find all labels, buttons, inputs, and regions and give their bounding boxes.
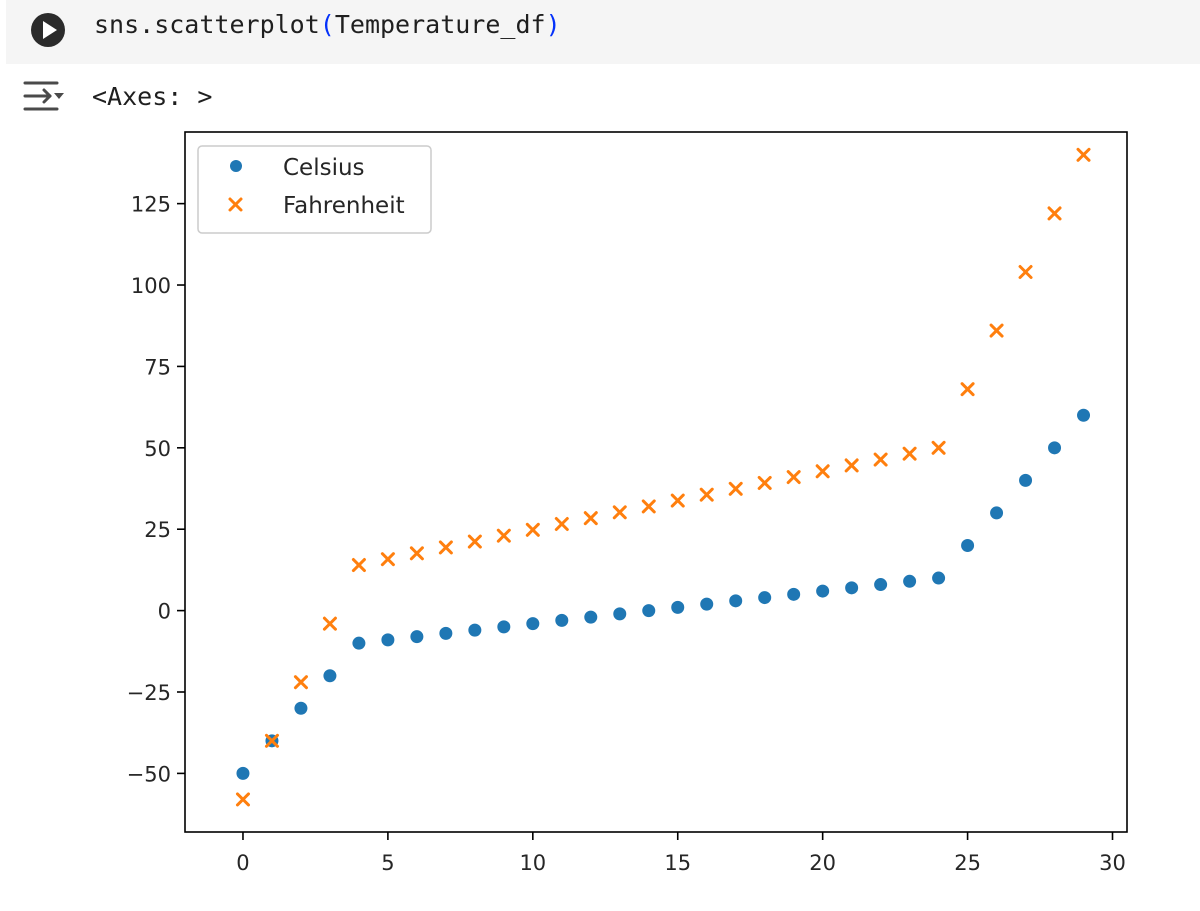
point-fahrenheit xyxy=(873,452,888,467)
point-fahrenheit xyxy=(960,382,975,397)
point-fahrenheit xyxy=(844,458,859,473)
x-tick-label: 25 xyxy=(954,851,981,875)
plot-frame xyxy=(184,131,1128,833)
axis-ticks: 0 5 10 15 20 25 30 −50 −25 0 25 50 75 100 125 xyxy=(127,193,1126,875)
point-celsius xyxy=(960,537,976,553)
point-fahrenheit xyxy=(554,517,569,531)
point-celsius xyxy=(583,609,599,625)
point-celsius xyxy=(873,577,889,593)
point-fahrenheit xyxy=(235,792,250,807)
point-fahrenheit xyxy=(525,522,540,537)
y-tick-label: 50 xyxy=(144,437,171,461)
point-fahrenheit xyxy=(670,493,685,508)
point-celsius xyxy=(322,668,338,684)
point-celsius xyxy=(380,632,396,648)
x-tick-label: 15 xyxy=(664,851,691,875)
legend-marker-fahrenheit xyxy=(228,197,243,212)
code-open-paren: ( xyxy=(319,10,335,39)
point-celsius xyxy=(612,606,628,622)
point-fahrenheit xyxy=(1076,147,1091,162)
x-tick-label: 30 xyxy=(1099,851,1126,875)
y-tick-label: −50 xyxy=(127,762,171,786)
point-fahrenheit xyxy=(351,558,366,573)
point-celsius xyxy=(1047,440,1063,456)
point-fahrenheit xyxy=(438,540,453,555)
point-celsius xyxy=(235,765,251,781)
point-fahrenheit xyxy=(786,470,801,485)
point-celsius xyxy=(525,616,541,632)
point-fahrenheit xyxy=(409,546,424,561)
point-fahrenheit xyxy=(757,475,772,490)
legend-box xyxy=(197,145,432,234)
code-argument: Temperature_df xyxy=(334,10,546,39)
point-celsius xyxy=(409,629,425,645)
data-points xyxy=(235,147,1092,807)
point-celsius xyxy=(554,612,570,628)
code-close-paren: ) xyxy=(545,10,561,39)
point-celsius xyxy=(467,622,483,638)
point-fahrenheit xyxy=(902,446,917,461)
point-fahrenheit xyxy=(380,552,395,567)
point-fahrenheit xyxy=(815,464,830,479)
point-celsius xyxy=(931,570,947,586)
x-tick-label: 5 xyxy=(381,851,394,875)
point-celsius xyxy=(1018,472,1034,488)
x-tick-label: 10 xyxy=(519,851,546,875)
code-cell[interactable] xyxy=(6,0,1200,64)
y-tick-label: −25 xyxy=(127,681,171,705)
point-celsius xyxy=(815,583,831,599)
point-fahrenheit xyxy=(293,675,308,690)
point-fahrenheit xyxy=(1018,265,1033,279)
point-celsius xyxy=(496,619,512,635)
point-fahrenheit xyxy=(467,534,482,549)
code-function: sns.scatterplot xyxy=(94,10,320,39)
legend-label-celsius: Celsius xyxy=(283,155,365,181)
legend: Celsius Fahrenheit xyxy=(197,145,432,234)
point-fahrenheit xyxy=(931,440,946,455)
y-tick-label: 0 xyxy=(158,600,171,624)
point-celsius xyxy=(844,580,860,596)
point-celsius xyxy=(670,599,686,615)
legend-label-fahrenheit: Fahrenheit xyxy=(283,193,405,219)
point-fahrenheit xyxy=(641,499,656,514)
point-fahrenheit xyxy=(496,528,511,543)
point-fahrenheit xyxy=(699,487,714,502)
output-text: <Axes: > xyxy=(92,82,213,111)
point-celsius xyxy=(351,635,367,651)
y-tick-label: 75 xyxy=(144,355,171,379)
point-celsius xyxy=(293,700,309,716)
point-fahrenheit xyxy=(322,616,337,631)
point-fahrenheit xyxy=(264,733,279,748)
point-celsius xyxy=(757,590,773,606)
point-celsius xyxy=(641,603,657,619)
point-celsius xyxy=(699,596,715,612)
point-fahrenheit xyxy=(728,481,743,496)
point-fahrenheit xyxy=(583,511,598,526)
point-celsius xyxy=(1076,407,1092,423)
code-line[interactable]: sns.scatterplot(Temperature_df) xyxy=(94,8,561,42)
point-fahrenheit xyxy=(989,323,1004,338)
x-tick-label: 20 xyxy=(809,851,836,875)
point-fahrenheit xyxy=(612,505,627,520)
x-tick-label: 0 xyxy=(236,851,249,875)
y-tick-label: 125 xyxy=(131,193,171,217)
play-circle-icon[interactable] xyxy=(26,8,70,52)
y-tick-label: 100 xyxy=(131,274,171,298)
point-celsius xyxy=(989,505,1005,521)
point-celsius xyxy=(728,593,744,609)
point-celsius xyxy=(902,573,918,589)
y-tick-label: 25 xyxy=(144,518,171,542)
point-celsius xyxy=(438,625,454,641)
point-celsius xyxy=(786,586,802,602)
legend-marker-celsius xyxy=(230,160,242,172)
output-collapse-icon[interactable] xyxy=(22,78,66,114)
point-fahrenheit xyxy=(1047,206,1062,221)
